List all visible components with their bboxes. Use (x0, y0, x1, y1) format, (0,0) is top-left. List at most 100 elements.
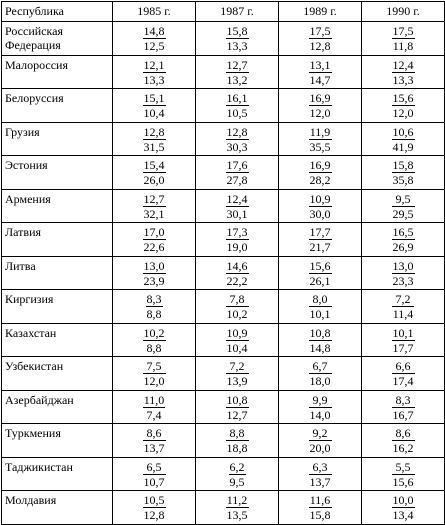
denominator: 11,8 (392, 39, 414, 53)
numerator: 10,9 (225, 325, 249, 341)
fraction: 11,0 7,4 (142, 393, 166, 422)
fraction: 7,2 11,4 (391, 292, 415, 321)
numerator: 6,2 (228, 459, 246, 475)
numerator: 17,3 (225, 225, 249, 240)
denominator: 32,1 (143, 206, 165, 221)
numerator: 10,2 (142, 325, 166, 341)
value-cell: 10,2 8,8 (112, 322, 196, 357)
fraction: 15,6 26,1 (308, 259, 332, 288)
fraction: 10,9 30,0 (308, 192, 332, 221)
republic-name: Казахстан (1, 322, 113, 357)
numerator: 17,0 (142, 225, 166, 240)
fraction: 6,7 18,0 (308, 359, 332, 388)
fraction: 15,8 35,8 (391, 158, 415, 187)
fraction: 9,9 14,0 (308, 393, 332, 422)
denominator: 22,2 (226, 273, 248, 288)
value-cell: 17,5 12,8 (278, 21, 362, 56)
denominator: 35,8 (392, 173, 414, 187)
value-cell: 13,0 23,3 (361, 255, 445, 290)
republic-name: Азербайджан (1, 389, 113, 424)
denominator: 13,2 (226, 72, 248, 87)
fraction: 7,2 13,9 (225, 359, 249, 388)
numerator: 7,8 (225, 292, 249, 307)
fraction: 12,7 13,2 (225, 58, 249, 87)
fraction: 15,1 10,4 (142, 91, 166, 120)
numerator: 9,9 (308, 393, 332, 408)
denominator: 18,0 (309, 374, 331, 388)
republic-name: Грузия (1, 121, 113, 156)
numerator: 15,8 (225, 24, 249, 39)
header-year-1989: 1989 г. (278, 1, 362, 22)
denominator: 12,5 (143, 39, 165, 53)
denominator: 26,9 (392, 240, 414, 254)
value-cell: 15,8 13,3 (195, 21, 279, 56)
value-cell: 16,9 28,2 (278, 155, 362, 190)
fraction: 10,1 17,7 (391, 326, 415, 355)
value-cell: 9,2 20,0 (278, 423, 362, 458)
fraction: 8,3 8,8 (145, 292, 163, 321)
republic-name: Туркмения (1, 423, 113, 458)
fraction: 6,5 10,7 (142, 460, 166, 489)
denominator: 13,7 (143, 441, 165, 455)
denominator: 14,8 (309, 340, 331, 355)
numerator: 17,7 (308, 225, 332, 240)
value-cell: 15,8 35,8 (361, 155, 445, 190)
numerator: 17,5 (391, 24, 415, 39)
denominator: 13,5 (226, 508, 248, 522)
table-row: Таджикистан 6,5 10,7 6,2 9,5 6,3 13,7 5,5 15,6 (1, 456, 445, 491)
fraction: 14,8 12,5 (142, 24, 166, 53)
value-cell: 15,4 26,0 (112, 155, 196, 190)
table-row: Литва 13,0 23,9 14,6 22,2 15,6 26,1 13,0 23,3 (1, 255, 445, 290)
denominator: 10,5 (226, 106, 248, 120)
value-cell: 5,5 15,6 (361, 456, 445, 491)
numerator: 15,8 (391, 158, 415, 173)
numerator: 14,8 (142, 24, 166, 39)
denominator: 7,4 (146, 407, 162, 422)
value-cell: 12,4 30,1 (195, 188, 279, 223)
table-row: Молдавия 10,5 12,8 11,2 13,5 11,6 15,8 10,0 13,4 (1, 490, 445, 525)
denominator: 13,7 (309, 474, 331, 489)
denominator: 21,7 (309, 240, 331, 254)
numerator: 12,1 (142, 57, 166, 73)
table-row: Латвия 17,0 22,6 17,3 19,0 17,7 21,7 16,5 26,9 (1, 222, 445, 257)
value-cell: 7,2 11,4 (361, 289, 445, 324)
value-cell: 8,3 8,8 (112, 289, 196, 324)
value-cell: 9,5 29,5 (361, 188, 445, 223)
denominator: 14,0 (309, 407, 331, 422)
denominator: 19,0 (226, 240, 248, 254)
numerator: 6,5 (142, 460, 166, 475)
fraction: 10,2 8,8 (142, 325, 166, 355)
table-row: Грузия 12,8 31,5 12,8 30,3 11,9 35,5 10,6 41,9 (1, 121, 445, 156)
fraction: 16,9 28,2 (308, 158, 332, 187)
value-cell: 16,5 26,9 (361, 222, 445, 257)
denominator: 17,7 (392, 340, 414, 355)
fraction: 7,8 10,2 (225, 292, 249, 321)
value-cell: 12,8 31,5 (112, 121, 196, 156)
value-cell: 11,9 35,5 (278, 121, 362, 156)
numerator: 11,9 (308, 124, 332, 140)
value-cell: 10,6 41,9 (361, 121, 445, 156)
denominator: 10,4 (226, 340, 248, 355)
numerator: 5,5 (391, 460, 415, 475)
numerator: 12,4 (391, 57, 415, 73)
numerator: 8,6 (391, 426, 415, 441)
denominator: 10,2 (226, 307, 248, 321)
fraction: 6,3 13,7 (308, 460, 332, 489)
table-row: Узбекистан 7,5 12,0 7,2 13,9 6,7 18,0 6,6 17,4 (1, 356, 445, 391)
numerator: 8,3 (145, 292, 163, 307)
fraction: 12,8 30,3 (225, 125, 249, 154)
denominator: 12,0 (309, 106, 331, 120)
value-cell: 8,3 16,7 (361, 389, 445, 424)
value-cell: 10,0 13,4 (361, 490, 445, 525)
denominator: 13,3 (392, 72, 414, 87)
republic-name: Киргизия (1, 289, 113, 324)
fraction: 12,7 32,1 (142, 192, 166, 221)
fraction: 17,3 19,0 (225, 225, 249, 254)
fraction: 8,3 16,7 (391, 393, 415, 422)
republic-name: Армения (1, 188, 113, 223)
header-year-1990: 1990 г. (361, 1, 445, 22)
republic-name: Таджикистан (1, 456, 113, 491)
republic-name: Российская Федерация (1, 21, 113, 56)
denominator: 35,5 (309, 139, 331, 154)
denominator: 12,8 (309, 39, 331, 53)
